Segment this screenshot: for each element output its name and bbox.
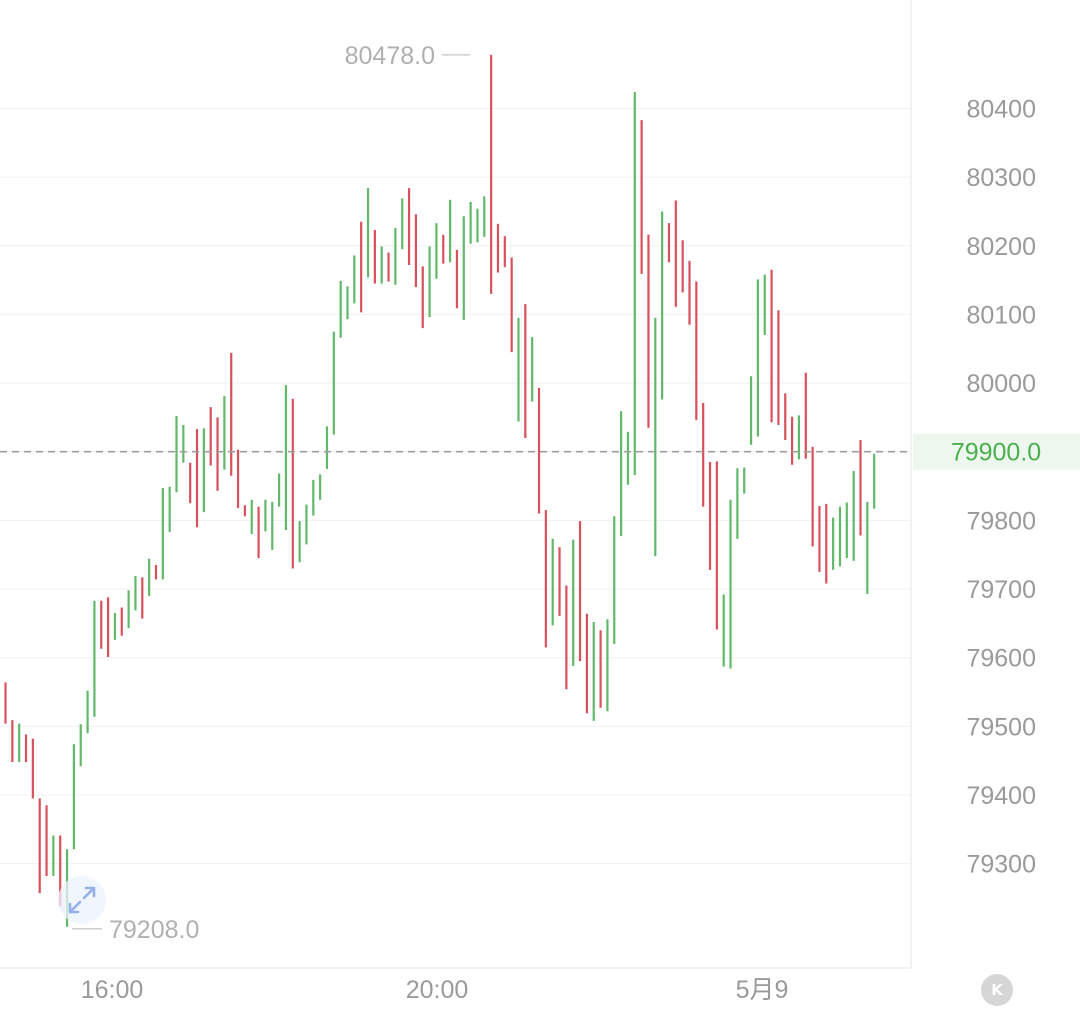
y-tick-label: 80100 — [966, 301, 1036, 329]
x-tick-label: 16:00 — [81, 976, 144, 1004]
expand-arrows-icon — [68, 886, 96, 914]
current-price-label: 79900.0 — [951, 439, 1041, 467]
x-axis-ticks: 16:00 20:00 5月9 — [81, 976, 789, 1004]
grid — [0, 107, 911, 865]
y-tick-label: 79800 — [966, 507, 1036, 535]
y-tick-label: 80200 — [966, 233, 1036, 261]
price-bars — [4, 54, 876, 927]
y-tick-label: 79600 — [966, 645, 1036, 673]
k-line-toggle-icon[interactable]: K — [981, 974, 1013, 1006]
x-tick-label: 5月9 — [736, 976, 789, 1004]
fullscreen-button[interactable] — [58, 876, 106, 924]
y-axis-ticks: 80400 80300 80200 80100 80000 79800 79700 79600… — [966, 95, 1036, 878]
y-tick-label: 79500 — [966, 713, 1036, 741]
y-tick-label: 79300 — [966, 851, 1036, 879]
current-price-tag — [913, 433, 1080, 470]
x-tick-label: 20:00 — [406, 976, 469, 1004]
y-tick-label: 79700 — [966, 576, 1036, 604]
y-tick-label: 79400 — [966, 782, 1036, 810]
y-tick-label: 80000 — [966, 370, 1036, 398]
high-price-label: 80478.0 — [345, 42, 435, 70]
y-tick-label: 80400 — [966, 95, 1036, 123]
low-price-label: 79208.0 — [109, 916, 199, 944]
y-tick-label: 80300 — [966, 164, 1036, 192]
